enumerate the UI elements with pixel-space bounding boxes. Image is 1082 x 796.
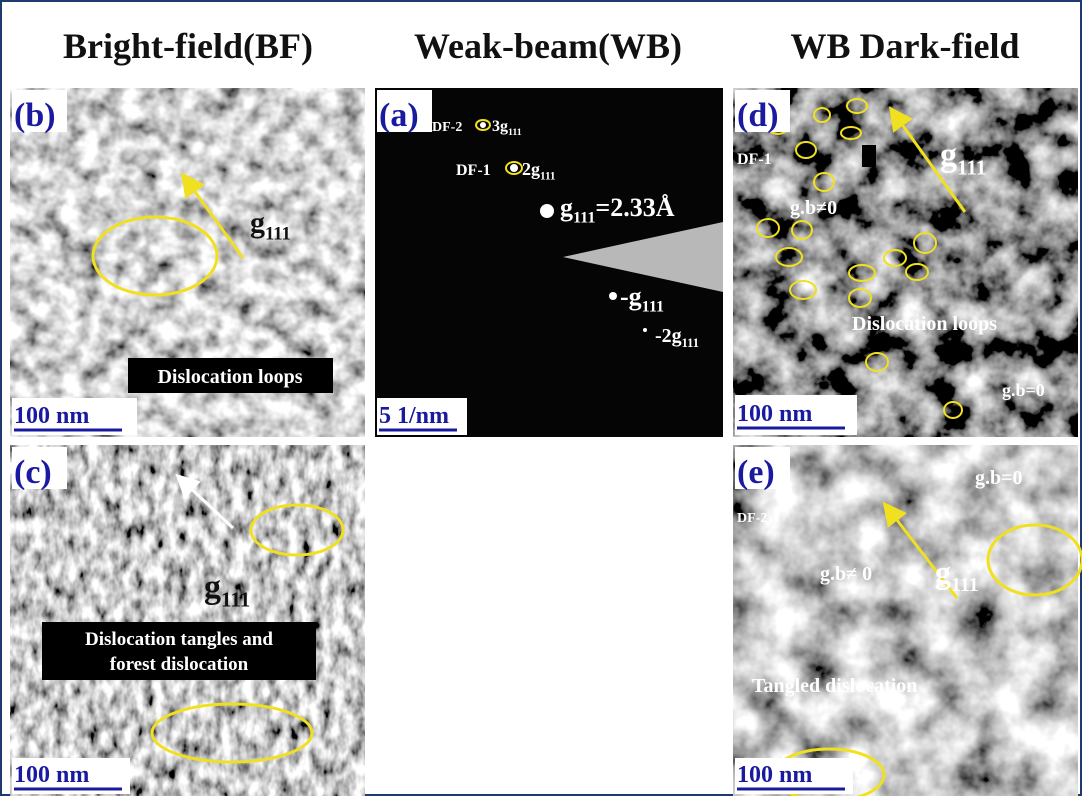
panel-label: (b)	[14, 97, 56, 134]
prefix: -2	[655, 325, 672, 347]
df-label: DF-1	[737, 151, 772, 168]
annotation: Tangled dislocation	[752, 675, 917, 697]
micrograph-c	[10, 445, 365, 796]
symbol: g	[250, 206, 265, 239]
panel-label: (a)	[379, 97, 419, 134]
subscript: 111	[573, 210, 595, 227]
column-header: WB Dark-field	[791, 26, 1020, 66]
scale-label: 100 nm	[737, 401, 812, 427]
scale-label: 100 nm	[14, 403, 89, 429]
condition: g.b≠0	[790, 197, 837, 219]
symbol: g	[204, 569, 221, 606]
spot-label: DF-1	[456, 162, 491, 179]
artifact	[862, 145, 876, 167]
subscript: 111	[957, 156, 986, 180]
subscript: 111	[540, 171, 556, 183]
subscript: 111	[265, 224, 291, 245]
spot	[480, 122, 486, 128]
scale-label: 100 nm	[737, 762, 812, 788]
prefix: 3	[492, 118, 500, 135]
scale-label: 100 nm	[14, 762, 89, 788]
condition: g.b=0	[1002, 380, 1045, 400]
prefix: -	[620, 282, 629, 311]
condition: g.b=0	[975, 467, 1023, 489]
scale-label: 5 1/nm	[379, 403, 449, 429]
symbol: g	[672, 325, 682, 347]
panel-label: (d)	[737, 97, 779, 134]
column-header: Bright-field(BF)	[63, 26, 313, 66]
spot-label: DF-2	[432, 120, 462, 135]
panel-label: (e)	[737, 454, 775, 491]
symbol: g	[629, 282, 642, 311]
annotation: forest dislocation	[110, 654, 249, 675]
annotation: Dislocation loops	[157, 366, 302, 388]
symbol: g	[560, 193, 573, 222]
spot	[609, 292, 617, 300]
subscript: 111	[642, 299, 664, 316]
column-header: Weak-beam(WB)	[414, 26, 682, 66]
symbol: g	[500, 118, 508, 135]
df-label: DF-2	[737, 511, 767, 526]
subscript: 111	[221, 588, 250, 612]
symbol: g	[531, 159, 540, 179]
panel-label: (c)	[14, 454, 52, 491]
subscript: 111	[951, 574, 979, 596]
suffix: =2.33Å	[595, 193, 674, 222]
micrograph-e	[733, 445, 1078, 796]
figure: Bright-field(BF) Weak-beam(WB) WB Dark-fie…	[0, 0, 1082, 796]
annotation: Dislocation loops	[852, 313, 997, 335]
symbol: g	[935, 554, 951, 590]
prefix: 2	[522, 159, 531, 179]
spot	[510, 164, 518, 172]
condition: g.b≠ 0	[820, 563, 872, 585]
subscript: 111	[682, 336, 699, 350]
spot	[643, 328, 647, 332]
subscript: 111	[508, 127, 522, 138]
symbol: g	[940, 137, 957, 174]
annotation: Dislocation tangles and	[85, 629, 273, 650]
spot	[540, 204, 554, 218]
